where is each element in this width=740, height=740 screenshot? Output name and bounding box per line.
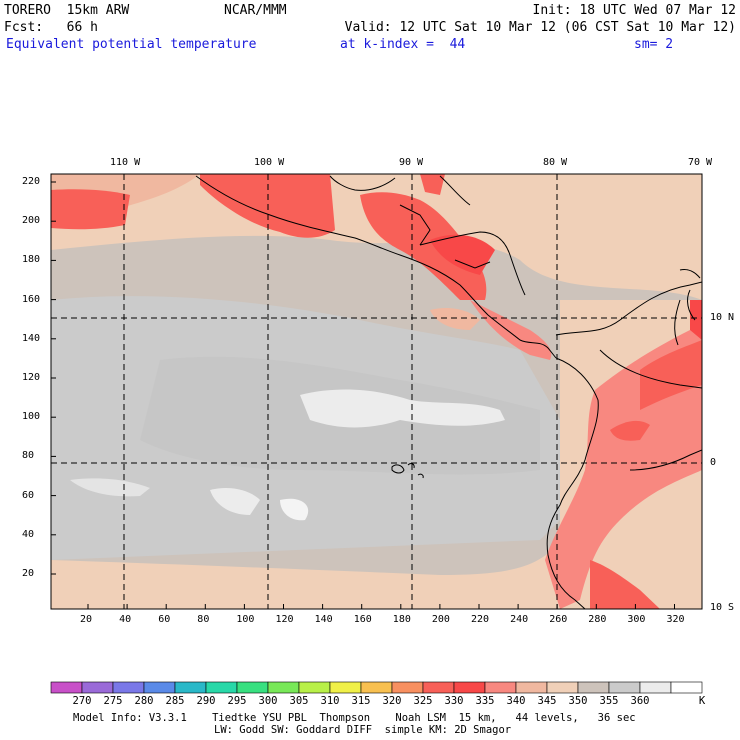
- colorbar-swatch: [608, 681, 641, 694]
- colorbar-label: 310: [320, 695, 340, 707]
- colorbar-swatch: [329, 681, 362, 694]
- y-tick-label: 200: [22, 215, 41, 227]
- colorbar-swatch: [205, 681, 238, 694]
- colorbar-label: 315: [351, 695, 371, 707]
- colorbar-label: 345: [537, 695, 557, 707]
- lon-label-70w: 70 W: [688, 157, 713, 168]
- colorbar-swatch: [81, 681, 114, 694]
- x-tick-label: 60: [158, 614, 171, 625]
- colorbar-swatch: [236, 681, 269, 694]
- colorbar-label: 270: [72, 695, 92, 707]
- y-tick-label: 100: [22, 411, 41, 423]
- x-tick-label: 140: [314, 614, 333, 625]
- colorbar-label: 275: [103, 695, 123, 707]
- lat-label-0: 0: [710, 457, 717, 468]
- lat-label-10s: 10 S: [710, 602, 735, 613]
- colorbar-label: 335: [475, 695, 495, 707]
- field-name: Equivalent potential temperature: [6, 37, 257, 52]
- valid-time: Valid: 12 UTC Sat 10 Mar 12 (06 CST Sat …: [344, 20, 736, 35]
- colorbar-swatch: [515, 681, 548, 694]
- colorbar-label: 320: [382, 695, 402, 707]
- colorbar-label: 295: [227, 695, 247, 707]
- temperature-field: [51, 174, 702, 609]
- colorbar-label: 280: [134, 695, 154, 707]
- y-tick-label: 80: [22, 450, 35, 462]
- y-tick-label: 180: [22, 254, 41, 266]
- y-tick-label: 40: [22, 528, 35, 540]
- colorbar-swatch: [174, 681, 207, 694]
- colorbar-swatch: [143, 681, 176, 694]
- colorbar-swatch: [50, 681, 83, 694]
- colorbar-label: 325: [413, 695, 433, 707]
- smoothing-label: sm= 2: [634, 37, 674, 52]
- colorbar-label: 300: [258, 695, 278, 707]
- colorbar-swatch: [453, 681, 486, 694]
- colorbar: [50, 681, 703, 694]
- colorbar-label: 330: [444, 695, 464, 707]
- x-tick-label: 260: [549, 614, 568, 625]
- colorbar-swatch: [670, 681, 703, 694]
- y-tick-label: 20: [22, 568, 35, 579]
- lon-label-90w: 90 W: [399, 157, 424, 168]
- y-tick-label: 220: [22, 176, 41, 187]
- x-tick-label: 240: [510, 614, 529, 625]
- colorbar-label: 290: [196, 695, 216, 707]
- lat-label-10n: 10 N: [710, 312, 735, 323]
- lon-label-110w: 110 W: [110, 157, 141, 168]
- x-tick-label: 280: [588, 614, 607, 625]
- y-tick-label: 60: [22, 489, 35, 501]
- x-tick-label: 180: [392, 614, 411, 625]
- y-tick-label: 120: [22, 372, 41, 383]
- x-tick-label: 320: [666, 614, 685, 625]
- model-info-line2: LW: Godd SW: Goddard DIFF simple KM: 2D …: [214, 724, 512, 736]
- colorbar-swatch: [422, 681, 455, 694]
- colorbar-label: 360: [630, 695, 650, 707]
- graticule: [51, 174, 702, 609]
- x-tick-label: 200: [431, 614, 450, 625]
- colorbar-swatch: [360, 681, 393, 694]
- colorbar-label: 350: [568, 695, 588, 707]
- colorbar-swatch: [546, 681, 579, 694]
- lon-label-100w: 100 W: [254, 157, 285, 168]
- lon-label-80w: 80 W: [543, 157, 568, 168]
- x-tick-label: 120: [275, 614, 294, 625]
- colorbar-swatch: [577, 681, 610, 694]
- colorbar-label: 285: [165, 695, 185, 707]
- colorbar-swatch: [391, 681, 424, 694]
- colorbar-label: 305: [289, 695, 309, 707]
- model-info-line1: Model Info: V3.3.1 Tiedtke YSU PBL Thomp…: [73, 712, 636, 724]
- colorbar-swatch: [112, 681, 145, 694]
- org-label: NCAR/MMM: [224, 3, 287, 18]
- x-tick-label: 40: [119, 614, 132, 625]
- model-title: TORERO 15km ARW: [4, 3, 130, 18]
- x-tick-label: 300: [627, 614, 646, 625]
- y-tick-label: 160: [22, 293, 41, 305]
- forecast-hour: Fcst: 66 h: [4, 20, 98, 35]
- colorbar-swatch: [484, 681, 517, 694]
- colorbar-unit: K: [698, 695, 706, 707]
- axis-ticks: [51, 181, 675, 609]
- y-tick-label: 140: [22, 332, 41, 344]
- level-label: at k-index = 44: [340, 37, 466, 52]
- colorbar-label: 355: [599, 695, 619, 707]
- x-tick-label: 100: [236, 614, 255, 625]
- x-tick-label: 20: [80, 614, 93, 625]
- colorbar-swatch: [267, 681, 300, 694]
- colorbar-swatch: [639, 681, 672, 694]
- x-tick-label: 80: [197, 614, 210, 625]
- init-time: Init: 18 UTC Wed 07 Mar 12: [532, 3, 737, 18]
- map-frame: [50, 173, 703, 610]
- x-tick-label: 160: [353, 614, 372, 625]
- colorbar-swatch: [298, 681, 331, 694]
- x-tick-label: 220: [471, 614, 490, 625]
- colorbar-label: 340: [506, 695, 526, 707]
- coastlines: [195, 175, 702, 609]
